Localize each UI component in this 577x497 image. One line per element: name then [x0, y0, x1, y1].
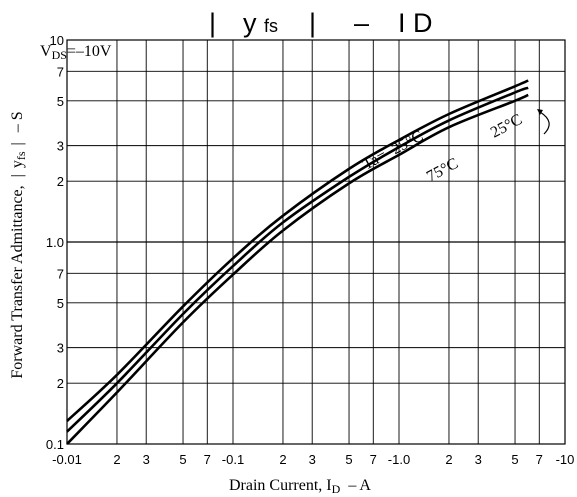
y-tick-label: 3 — [57, 139, 64, 154]
x-tick-label: -1.0 — [388, 452, 410, 467]
condition-label: VDS=–10V — [40, 43, 112, 62]
y-tick-label: 5 — [57, 296, 64, 311]
y-tick-label: 1.0 — [46, 235, 64, 250]
plot-frame — [66, 39, 566, 445]
y-tick-label: 10 — [50, 33, 64, 48]
x-tick-label: 5 — [345, 452, 352, 467]
series-line-2 — [66, 93, 529, 445]
y-tick-label: 0.1 — [46, 437, 64, 452]
series-line-0 — [66, 79, 529, 422]
x-axis-label: Drain Current, ID – A — [229, 477, 371, 496]
x-tick-label: 5 — [511, 452, 518, 467]
x-tick-labels: -0.01 2 3 5 7 -0.1 2 3 5 7 -1.0 2 3 5 7 -10 — [52, 452, 574, 467]
x-tick-label: 3 — [475, 452, 482, 467]
x-tick-label: 3 — [309, 452, 316, 467]
curve-label-25c-bracket — [539, 111, 550, 135]
x-tick-label: 2 — [445, 452, 452, 467]
y-tick-label: 7 — [57, 266, 64, 281]
curve-label-ta-minus25: Ta=–25°C — [360, 128, 426, 174]
y-tick-label: 3 — [57, 341, 64, 356]
x-tick-label: 7 — [370, 452, 377, 467]
series-line-1 — [66, 86, 529, 433]
y-tick-labels: 0.1 2 3 5 7 1.0 2 3 5 7 10 — [46, 33, 64, 452]
x-tick-label: 7 — [204, 452, 211, 467]
grid — [66, 39, 566, 445]
y-tick-label: 7 — [57, 64, 64, 79]
curve-label-25c-arrow — [537, 109, 543, 115]
x-tick-label: 7 — [536, 452, 543, 467]
x-tick-label: 5 — [179, 452, 186, 467]
x-tick-label: -0.1 — [222, 452, 244, 467]
x-tick-label: -10 — [556, 452, 575, 467]
y-axis-label: Forward Transfer Admittance, | yfs | – S — [9, 111, 29, 378]
x-tick-label: 2 — [279, 452, 286, 467]
y-tick-label: 2 — [57, 174, 64, 189]
x-tick-label: 3 — [143, 452, 150, 467]
y-tick-label: 2 — [57, 376, 64, 391]
x-tick-label: 2 — [113, 452, 120, 467]
chart-title: | y fs | – I D — [209, 8, 433, 38]
x-tick-label: -0.01 — [52, 452, 82, 467]
curve-label-25c: 25°C — [488, 111, 525, 142]
y-tick-label: 5 — [57, 94, 64, 109]
series-layer — [66, 79, 529, 445]
